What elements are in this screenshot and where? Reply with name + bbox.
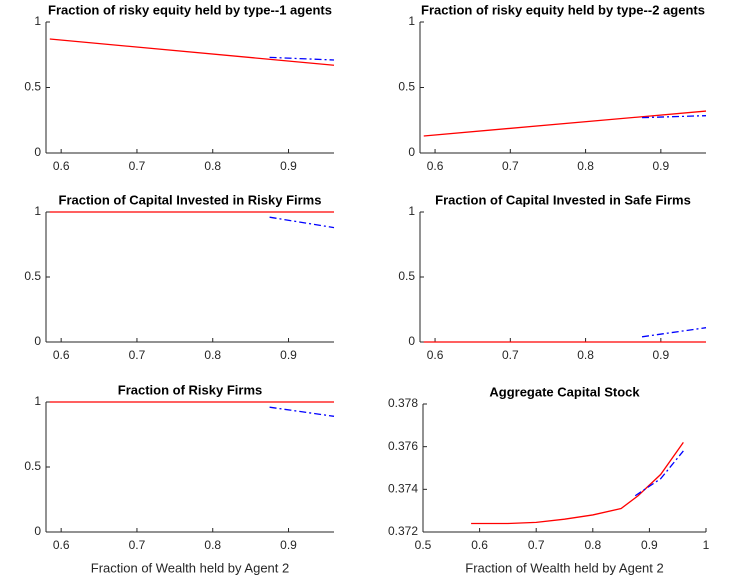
y-tick-label: 0 [34,524,41,538]
y-tick-label: 0.378 [388,396,418,410]
subplot-title: Aggregate Capital Stock [489,384,640,399]
y-tick-label: 0 [34,145,41,159]
subplot-title: Fraction of Capital Invested in Risky Fi… [59,192,322,207]
series-line [49,38,335,66]
x-tick-label: 0.6 [53,538,70,552]
series-line [634,450,684,497]
y-tick-label: 0.5 [398,269,415,283]
x-tick-label: 0.7 [502,159,519,173]
y-tick-label: 0.374 [388,482,418,496]
x-tick-label: 0.7 [528,538,545,552]
x-tick-label: 0.8 [584,538,601,552]
x-axis-label: Fraction of Wealth held by Agent 2 [465,560,664,575]
x-axis-label: Fraction of Wealth held by Agent 2 [91,560,290,575]
subplot-title: Fraction of risky equity held by type--1… [48,2,332,17]
series-line [269,56,335,61]
x-tick-label: 0.9 [641,538,658,552]
x-tick-label: 0.6 [53,159,70,173]
x-tick-label: 0.6 [53,348,70,362]
x-tick-label: 0.7 [129,159,146,173]
y-tick-label: 1 [34,14,41,28]
x-tick-label: 0.8 [577,348,594,362]
series-line [423,110,707,137]
subplot: Fraction of Risky Firms 0 0.5 1 0.6 0.7 0.8 0.9… [24,382,335,575]
x-tick-label: 0.6 [471,538,488,552]
x-tick-label: 0.7 [129,538,146,552]
subplot: Fraction of risky equity held by type--1… [24,2,335,173]
x-tick-label: 0.9 [280,538,297,552]
y-tick-label: 1 [34,394,41,408]
subplot-title: Fraction of Capital Invested in Safe Fir… [435,192,691,207]
x-tick-label: 0.9 [280,348,297,362]
y-tick-label: 1 [408,14,415,28]
subplot: Fraction of risky equity held by type--2… [398,2,707,173]
y-tick-label: 0.5 [24,80,41,94]
y-tick-label: 0 [408,334,415,348]
series-line [642,115,707,119]
series-line [269,216,335,229]
x-tick-label: 0.7 [502,348,519,362]
x-tick-label: 0.8 [577,159,594,173]
x-tick-label: 0.6 [427,348,444,362]
series-line [269,406,335,417]
x-tick-label: 0.5 [415,538,432,552]
x-tick-label: 1 [703,538,710,552]
x-tick-label: 0.9 [280,159,297,173]
subplot: Fraction of Capital Invested in Safe Fir… [398,192,707,362]
x-tick-label: 0.8 [204,348,221,362]
y-tick-label: 0 [408,145,415,159]
x-tick-label: 0.9 [652,159,669,173]
y-tick-label: 0.5 [24,459,41,473]
y-tick-label: 1 [34,204,41,218]
subplot-title: Fraction of risky equity held by type--2… [421,2,705,17]
y-tick-label: 0 [34,334,41,348]
y-tick-label: 0.376 [388,439,418,453]
y-tick-label: 0.372 [388,524,418,538]
x-tick-label: 0.8 [204,538,221,552]
x-tick-label: 0.6 [427,159,444,173]
subplot: Fraction of Capital Invested in Risky Fi… [24,192,335,362]
x-tick-label: 0.8 [204,159,221,173]
series-line [641,327,707,338]
subplot-title: Fraction of Risky Firms [118,382,262,397]
y-tick-label: 0.5 [24,269,41,283]
subplot: Aggregate Capital Stock 0.372 0.374 0.376 0.… [388,384,710,575]
x-tick-label: 0.9 [652,348,669,362]
x-tick-label: 0.7 [129,348,146,362]
y-tick-label: 0.5 [398,80,415,94]
y-tick-label: 1 [408,204,415,218]
series-line [471,442,684,525]
